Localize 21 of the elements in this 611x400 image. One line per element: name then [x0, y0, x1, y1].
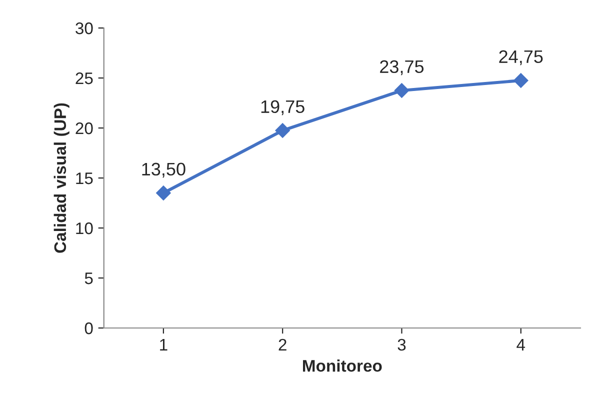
x-tick-label: 2: [278, 338, 286, 350]
y-tick-label: 10: [76, 222, 93, 234]
y-tick-label: 20: [76, 122, 93, 134]
point: [156, 186, 171, 200]
x-axis-title: Monitoreo: [303, 360, 382, 372]
data-label: 24,75: [499, 50, 543, 66]
point: [513, 73, 528, 88]
x-tick-label: 4: [516, 339, 526, 350]
y-tick-label: 0: [84, 322, 93, 334]
data-label: 13,50: [142, 162, 186, 178]
y-tick-label: 30: [76, 22, 93, 34]
y-tick-label: 25: [76, 72, 93, 84]
data-label: 19,75: [261, 100, 304, 116]
y-tick-label: 5: [84, 272, 93, 284]
y-tick-label: 15: [76, 172, 93, 184]
point: [394, 83, 410, 98]
data-label: 23,75: [380, 60, 424, 76]
x-tick-label: 1: [160, 339, 168, 350]
x-tick-label: 3: [398, 338, 406, 351]
point: [275, 123, 290, 138]
y-axis-title: Calidad visual (UP): [54, 103, 70, 253]
